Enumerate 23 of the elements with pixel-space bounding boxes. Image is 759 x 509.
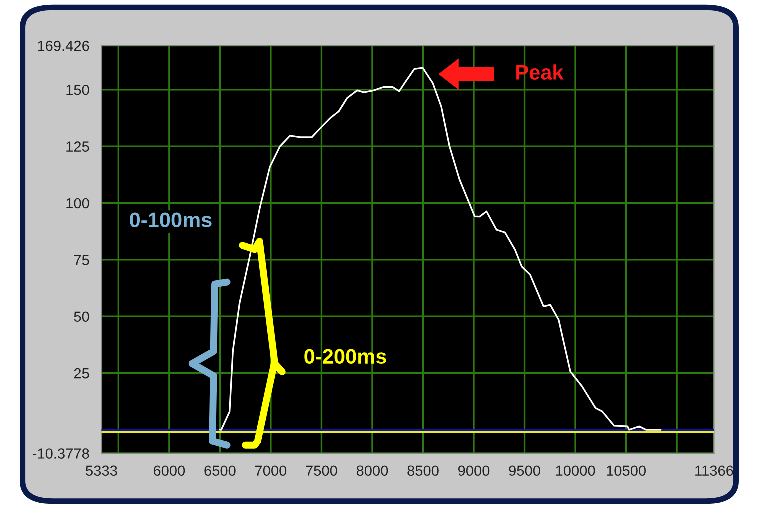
y-tick-label: 100	[66, 198, 90, 209]
y-tick-label: 50	[74, 312, 90, 322]
x-tick-label: 7500	[306, 466, 338, 476]
x-tick-label: 7000	[255, 466, 287, 476]
y-tick-label: 125	[66, 142, 90, 152]
annotation: 0-200ms	[304, 349, 386, 364]
x-tick-label: 11366	[696, 466, 734, 476]
x-tick-label: 6500	[204, 466, 236, 476]
x-tick-label: 5333	[86, 466, 118, 476]
x-tick-label: 6000	[154, 466, 186, 476]
y-tick-label: 150	[66, 84, 90, 96]
x-tick-label: 8500	[408, 466, 439, 476]
x-tick-label: 9000	[458, 466, 490, 476]
x-tick-label: 10000	[556, 466, 596, 476]
y-tick-label: 25	[74, 368, 90, 379]
x-tick-label: 9500	[509, 466, 540, 476]
annotation: Peak	[516, 64, 564, 80]
y-tick-label: 75	[74, 255, 90, 266]
y-tick-label: 169.426	[38, 40, 90, 52]
x-tick-label: 10500	[607, 466, 646, 476]
x-tick-label: 8000	[356, 466, 388, 476]
y-tick-label: -10.3778	[32, 448, 90, 459]
annotation: 0-100ms	[130, 212, 212, 228]
